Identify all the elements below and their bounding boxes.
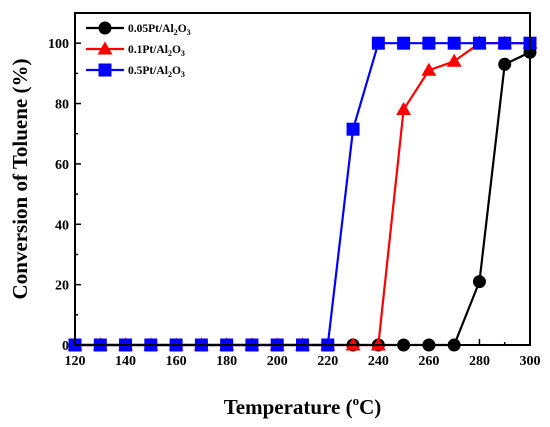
x-tick-label: 180 <box>216 354 237 369</box>
x-tick-label: 240 <box>368 354 389 369</box>
data-point-square <box>346 122 360 136</box>
data-point-square <box>447 36 461 50</box>
data-point-square <box>371 36 385 50</box>
legend-label: 0.5Pt/Al2O3 <box>128 65 185 79</box>
series-line <box>75 42 530 347</box>
y-axis-title: Conversion of Toluene (%) <box>8 59 32 300</box>
legend-item: 0.5Pt/Al2O3 <box>86 63 185 79</box>
series-line <box>75 42 530 347</box>
data-point-square <box>98 63 112 77</box>
x-tick-label: 200 <box>267 354 288 369</box>
legend-label: 0.1Pt/Al2O3 <box>128 44 185 58</box>
data-point-circle <box>472 275 486 289</box>
data-point-square <box>422 36 436 50</box>
y-tick-label: 80 <box>55 98 69 113</box>
data-point-triangle <box>421 62 437 76</box>
data-point-square <box>498 36 512 50</box>
legend-label: 0.05Pt/Al2O3 <box>128 23 191 37</box>
x-tick-label: 120 <box>65 354 86 369</box>
data-point-triangle <box>396 101 412 116</box>
y-tick-label: 20 <box>55 279 69 294</box>
data-point-triangle <box>446 53 462 67</box>
legend-item: 0.1Pt/Al2O3 <box>86 41 185 58</box>
legend-item: 0.05Pt/Al2O3 <box>86 21 191 37</box>
data-point-square <box>472 36 486 50</box>
plot-frame <box>74 12 531 346</box>
data-point-circle <box>98 21 112 35</box>
y-tick-label: 40 <box>55 218 69 233</box>
series-line <box>75 51 531 347</box>
series-3 <box>68 36 537 352</box>
x-axis-title: Temperature (oC) <box>224 393 382 419</box>
data-point-triangle <box>97 41 113 55</box>
y-tick-label: 0 <box>62 339 69 354</box>
x-tick-label: 140 <box>115 354 136 369</box>
data-point-square <box>397 36 411 50</box>
x-tick-label: 280 <box>469 354 490 369</box>
y-tick-label: 60 <box>55 158 69 173</box>
x-tick-label: 160 <box>166 354 187 369</box>
y-tick-label: 100 <box>48 37 69 52</box>
series-2 <box>67 35 538 351</box>
x-tick-label: 260 <box>418 354 439 369</box>
x-tick-label: 300 <box>520 354 541 369</box>
x-tick-label: 220 <box>317 354 338 369</box>
data-point-circle <box>498 57 512 71</box>
series-1 <box>68 45 537 352</box>
